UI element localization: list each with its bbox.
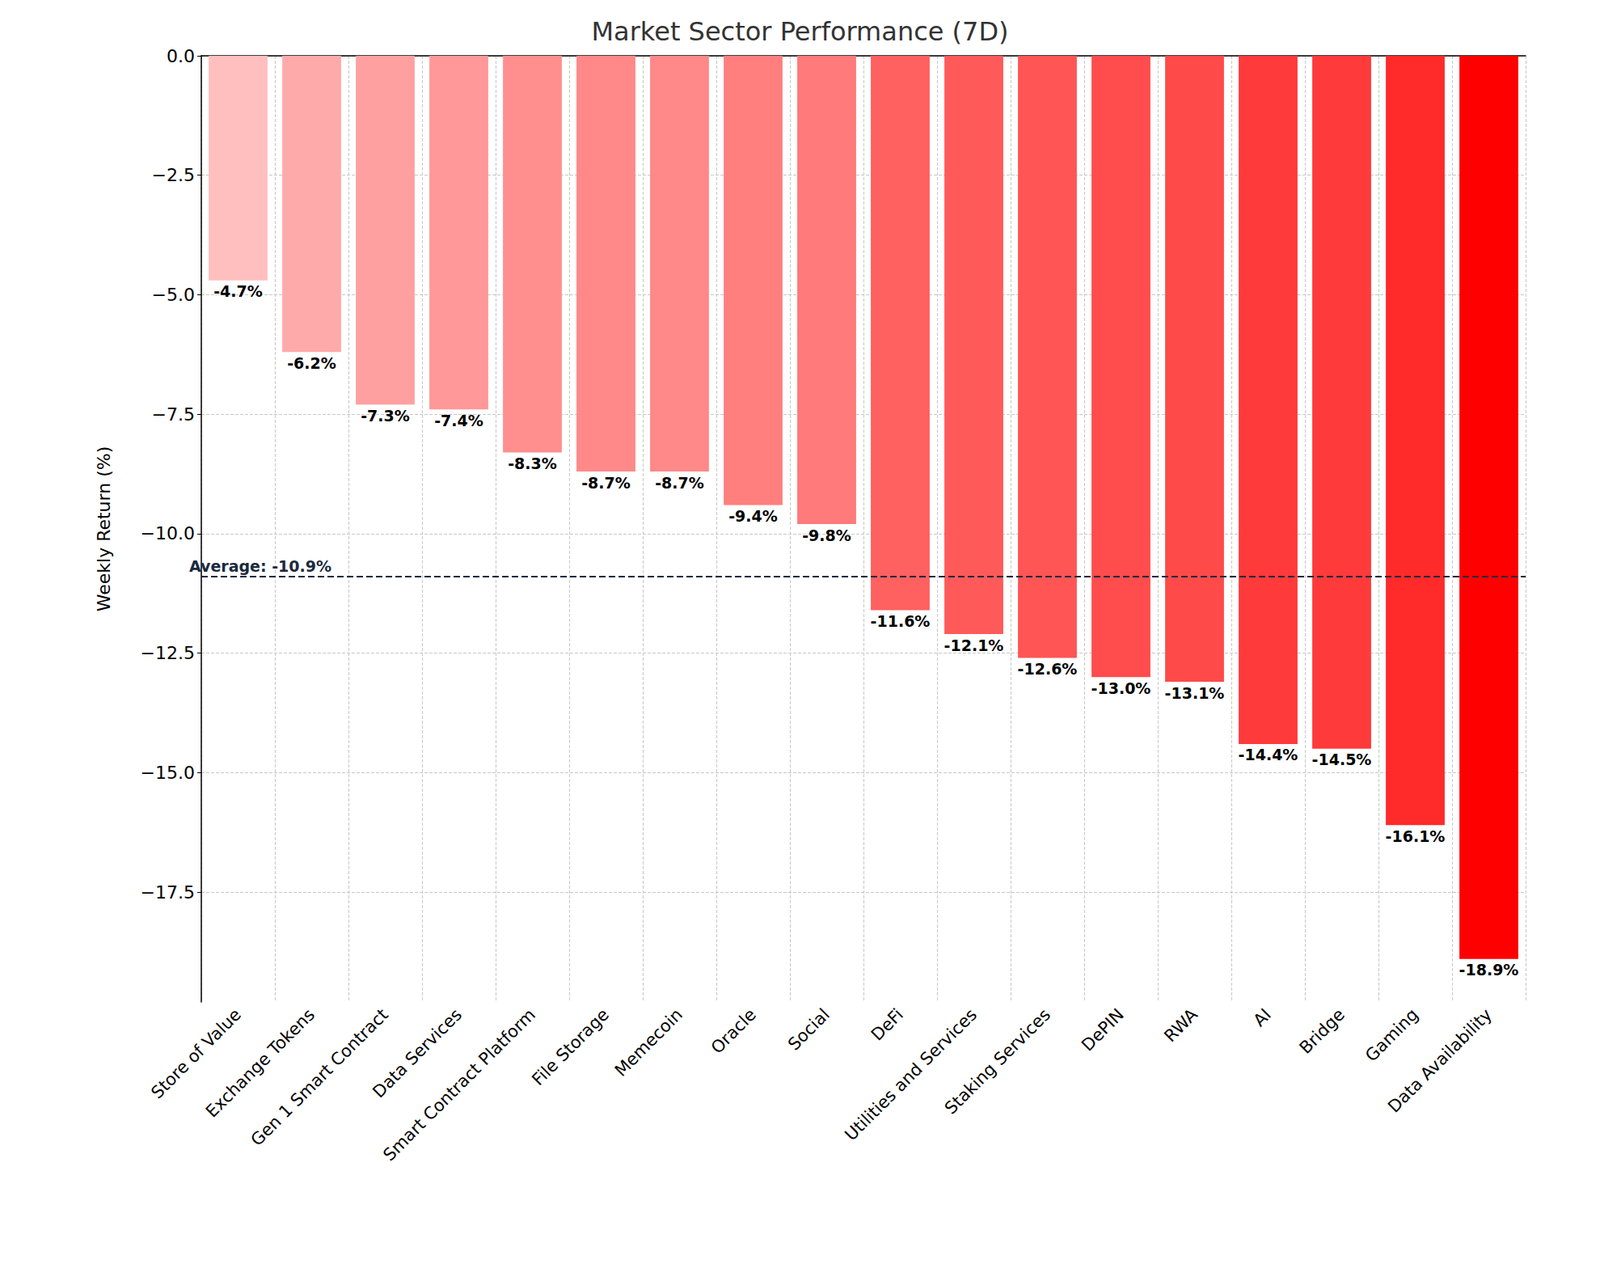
svg-text:Average: -10.9%: Average: -10.9%: [189, 557, 332, 575]
svg-text:-8.7%: -8.7%: [654, 473, 705, 492]
svg-text:−17.5: −17.5: [140, 882, 195, 903]
svg-text:-13.0%: -13.0%: [1091, 679, 1152, 697]
svg-text:Social: Social: [784, 1004, 834, 1055]
svg-text:File Storage: File Storage: [527, 1004, 613, 1090]
svg-text:DeFi: DeFi: [867, 1004, 908, 1045]
svg-text:Gaming: Gaming: [1361, 1004, 1423, 1066]
svg-text:Data Availability: Data Availability: [1384, 1004, 1496, 1117]
svg-text:Oracle: Oracle: [707, 1004, 760, 1058]
svg-text:−12.5: −12.5: [140, 642, 195, 663]
svg-text:-8.3%: -8.3%: [507, 454, 558, 473]
svg-text:−7.5: −7.5: [151, 404, 195, 425]
svg-text:Bridge: Bridge: [1296, 1004, 1349, 1058]
svg-text:Store of Value: Store of Value: [147, 1004, 245, 1103]
svg-text:−15.0: −15.0: [140, 762, 195, 783]
svg-text:-16.1%: -16.1%: [1385, 827, 1446, 845]
svg-text:-12.6%: -12.6%: [1017, 659, 1078, 678]
svg-text:-7.3%: -7.3%: [360, 406, 410, 425]
svg-text:-7.4%: -7.4%: [434, 411, 484, 430]
svg-text:0.0: 0.0: [166, 46, 195, 67]
svg-text:-13.1%: -13.1%: [1165, 683, 1225, 702]
svg-text:-11.6%: -11.6%: [870, 612, 931, 630]
svg-text:-9.8%: -9.8%: [802, 526, 852, 545]
svg-text:-12.1%: -12.1%: [944, 636, 1005, 655]
svg-text:Market Sector Performance (7D): Market Sector Performance (7D): [591, 16, 1009, 47]
svg-text:-4.7%: -4.7%: [213, 282, 263, 300]
svg-text:Utilities and Services: Utilities and Services: [840, 1004, 981, 1145]
svg-text:-14.4%: -14.4%: [1238, 745, 1299, 764]
svg-text:DePIN: DePIN: [1077, 1004, 1128, 1056]
svg-text:-9.4%: -9.4%: [728, 506, 778, 525]
svg-text:Weekly Return (%): Weekly Return (%): [93, 446, 114, 612]
svg-text:RWA: RWA: [1160, 1004, 1202, 1046]
svg-text:Gen 1 Smart Contract: Gen 1 Smart Contract: [247, 1004, 393, 1150]
svg-text:-8.7%: -8.7%: [581, 473, 631, 492]
svg-text:Data Services: Data Services: [368, 1004, 466, 1102]
svg-text:Memecoin: Memecoin: [611, 1004, 687, 1081]
svg-text:Smart Contract Platform: Smart Contract Platform: [379, 1004, 540, 1166]
svg-text:-6.2%: -6.2%: [287, 354, 337, 372]
svg-text:−2.5: −2.5: [151, 164, 195, 186]
svg-text:−5.0: −5.0: [151, 284, 195, 305]
svg-text:-14.5%: -14.5%: [1312, 750, 1373, 769]
svg-text:-18.9%: -18.9%: [1459, 960, 1520, 979]
svg-text:−10.0: −10.0: [140, 523, 195, 544]
svg-text:AI: AI: [1249, 1004, 1275, 1031]
svg-text:Staking Services: Staking Services: [941, 1004, 1055, 1119]
svg-text:Exchange Tokens: Exchange Tokens: [201, 1004, 319, 1122]
